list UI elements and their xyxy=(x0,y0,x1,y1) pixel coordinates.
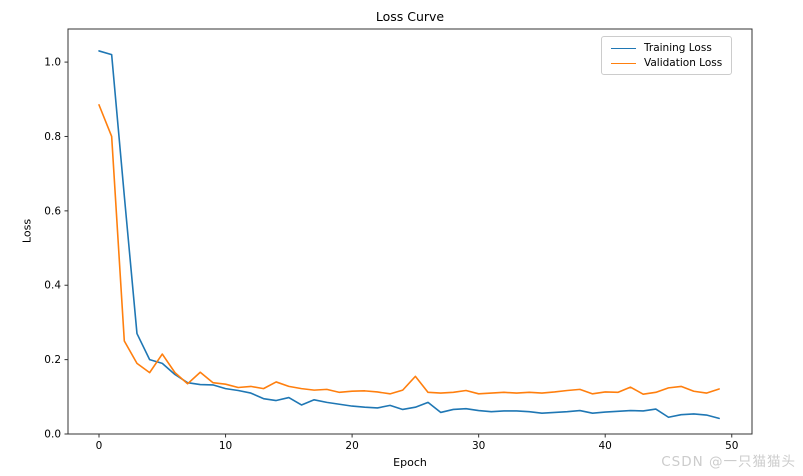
validation-loss-line xyxy=(98,104,720,396)
y-tick-label: 0.4 xyxy=(44,280,61,292)
chart-title: Loss Curve xyxy=(375,9,445,24)
legend-entry-training-loss: Training Loss xyxy=(611,42,722,54)
x-tick-label: 30 xyxy=(472,440,485,452)
legend-label-validation-loss: Validation Loss xyxy=(644,57,723,69)
legend: Training Loss Validation Loss xyxy=(601,36,733,75)
x-tick-label: 20 xyxy=(345,440,358,452)
csdn-watermark: CSDN @一只猫猫头 xyxy=(661,454,796,470)
x-tick-label: 10 xyxy=(219,440,232,452)
y-tick-label: 1.0 xyxy=(44,57,61,69)
legend-label-training-loss: Training Loss xyxy=(644,42,712,54)
y-tick-label: 0.2 xyxy=(44,354,61,366)
x-tick-label: 40 xyxy=(599,440,612,452)
training-loss-line xyxy=(98,50,720,420)
legend-entry-validation-loss: Validation Loss xyxy=(611,57,722,69)
y-tick-label: 0.8 xyxy=(44,131,61,143)
x-tick-label: 50 xyxy=(725,440,738,452)
plot-frame xyxy=(67,28,753,435)
y-axis-label: Loss xyxy=(20,218,34,244)
training-loss-line-sample xyxy=(611,47,636,49)
validation-loss-line-sample xyxy=(611,62,636,64)
x-tick-label: 0 xyxy=(96,440,103,452)
y-tick-label: 0.0 xyxy=(44,429,61,441)
x-axis-label: Epoch xyxy=(393,456,427,469)
y-tick-label: 0.6 xyxy=(44,205,61,217)
